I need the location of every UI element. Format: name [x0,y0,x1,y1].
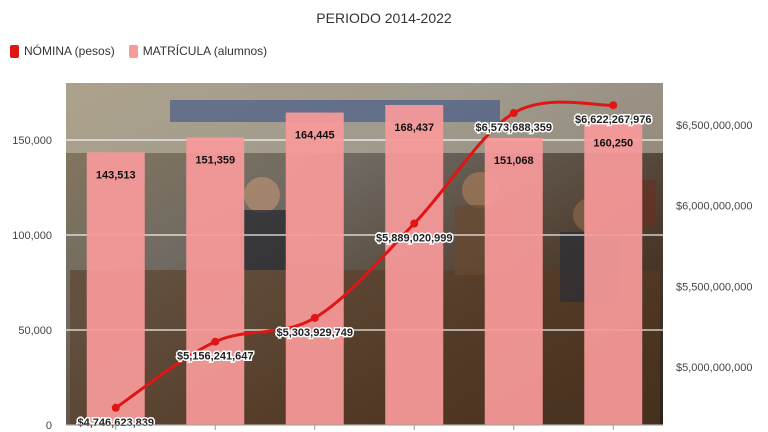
legend-swatch-nomina [10,44,19,58]
point-label: $6,573,688,359 [476,122,552,134]
point-nomina [310,313,319,322]
bar-matricula [285,112,344,425]
y-left-tick-label: 0 [46,420,52,432]
y-left-tick-label: 50,000 [18,325,52,337]
legend-item-matricula[interactable]: MATRÍCULA (alumnos) [128,44,268,58]
bar-matricula [385,104,444,426]
point-nomina [609,101,618,110]
line-nomina [114,100,614,410]
chart-title: PERIODO 2014-2022 [316,10,452,26]
legend-item-nomina[interactable]: NÓMINA (pesos) [10,44,115,58]
legend-label-nomina: NÓMINA (pesos) [24,44,115,58]
point-label: $5,303,929,749 [277,327,353,339]
point-label: $6,622,267,976 [575,114,651,126]
bar-matricula [484,137,543,425]
background-photo [66,83,663,425]
legend-label-matricula: MATRÍCULA (alumnos) [142,44,268,58]
bar-label: 164,445 [295,130,335,142]
bar-matricula [86,152,145,425]
point-nomina [111,403,120,412]
y-right-tick-label: $5,500,000,000 [676,281,752,293]
y-left-tick-label: 100,000 [12,230,52,242]
point-label: $5,156,241,647 [177,351,253,363]
legend-swatch-matricula [128,44,138,58]
y-right-tick-label: $5,000,000,000 [676,362,752,374]
y-right-tick-label: $6,500,000,000 [676,120,752,132]
point-label: $4,746,623,839 [78,417,154,429]
bar-matricula [584,120,643,426]
y-left-tick-label: 150,000 [12,135,52,147]
chart-legend: NÓMINA (pesos) MATRÍCULA (alumnos) [10,44,267,58]
bar-label: 160,250 [593,138,633,150]
point-nomina [410,219,419,228]
bar-label: 151,359 [195,154,235,166]
y-right-tick-label: $6,000,000,000 [676,201,752,213]
point-nomina [509,109,518,118]
bar-matricula [186,137,245,425]
point-label: $5,889,020,999 [376,233,452,245]
point-nomina [211,337,220,346]
bar-label: 168,437 [394,122,434,134]
bar-label: 151,068 [494,155,534,167]
bar-label: 143,513 [96,169,136,181]
